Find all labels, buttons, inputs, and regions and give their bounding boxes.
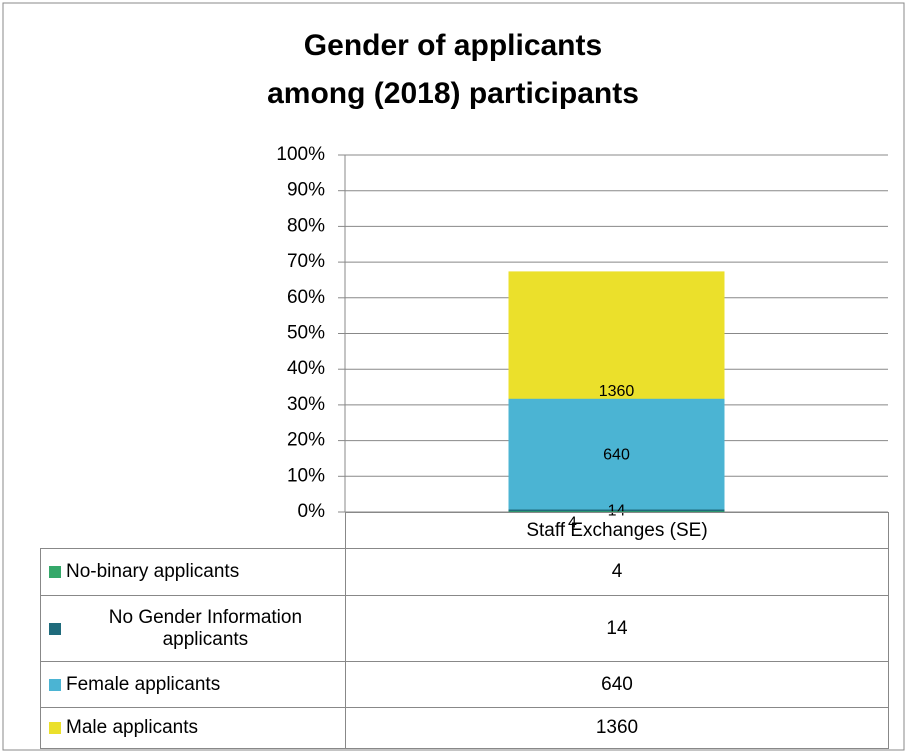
data-label: 640 — [603, 447, 630, 464]
legend-swatch — [49, 566, 61, 578]
table-value: 640 — [345, 661, 889, 708]
legend-swatch — [49, 722, 61, 734]
data-label: 1360 — [599, 383, 635, 400]
category-cell: Staff Exchanges (SE) — [345, 512, 889, 549]
y-tick-label: 30% — [287, 394, 325, 415]
table-value: 4 — [345, 548, 889, 596]
y-tick-label: 70% — [287, 251, 325, 272]
y-tick-label: 40% — [287, 358, 325, 379]
y-tick-label: 0% — [298, 501, 326, 522]
y-tick-label: 20% — [287, 430, 325, 451]
y-tick-label: 90% — [287, 180, 325, 201]
legend-cell: Female applicants — [40, 661, 346, 708]
data-label: 4 — [568, 515, 577, 532]
bar-segment — [508, 511, 725, 512]
y-tick-label: 60% — [287, 287, 325, 308]
y-tick-label: 80% — [287, 215, 325, 236]
table-value: 14 — [345, 595, 889, 662]
legend-cell: No-binary applicants — [40, 548, 346, 596]
chart-title: Gender of applicants — [304, 29, 602, 62]
bar-segment — [508, 398, 725, 512]
legend-swatch — [49, 622, 61, 635]
y-tick-label: 10% — [287, 465, 325, 486]
legend-label: No Gender Information applicants — [108, 606, 303, 650]
legend-label: Male applicants — [66, 717, 199, 738]
legend-label: Female applicants — [66, 673, 221, 695]
legend-cell: Male applicants — [40, 707, 346, 749]
legend-label: No-binary applicants — [66, 561, 240, 582]
y-tick-label: 100% — [276, 144, 325, 165]
chart-title: among (2018) participants — [267, 77, 639, 110]
table-value: 1360 — [345, 707, 889, 749]
bar-segment — [508, 509, 725, 512]
data-label: 14 — [608, 503, 626, 520]
y-tick-label: 50% — [287, 323, 325, 344]
legend-swatch — [49, 678, 61, 691]
legend-cell: No Gender Information applicants — [40, 595, 346, 662]
